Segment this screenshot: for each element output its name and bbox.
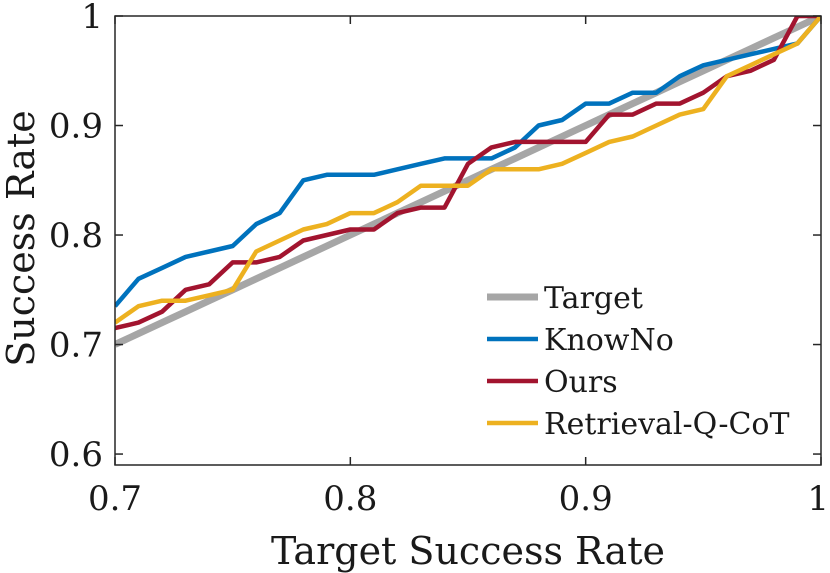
- series-line-retrieval-q-cot: [115, 16, 821, 325]
- series-line-ours: [115, 16, 821, 331]
- y-tick-label: 0.7: [49, 326, 103, 366]
- x-axis-label: Target Success Rate: [271, 529, 665, 573]
- series-line-knowno: [115, 16, 821, 308]
- legend-label-target: Target: [544, 281, 643, 316]
- plot-frame: [114, 15, 822, 466]
- series-layer: [115, 16, 821, 348]
- y-tick-label: 0.8: [49, 216, 103, 256]
- legend-label-knowno: KnowNo: [544, 323, 674, 358]
- x-tick-label: 0.7: [88, 479, 142, 519]
- legend-label-ours: Ours: [544, 365, 618, 400]
- x-tick-label: 0.9: [559, 479, 613, 519]
- axis-ticks: 0.7 0.8 0.9 10.60.70.80.91: [49, 0, 829, 519]
- legend: Target KnowNo Ours Retrieval-Q-CoT: [487, 281, 790, 442]
- x-tick-label: 0.8: [323, 479, 377, 519]
- y-tick-label: 1: [81, 0, 103, 37]
- x-tick-label: 1: [807, 479, 829, 519]
- y-tick-label: 0.6: [49, 435, 103, 475]
- y-tick-label: 0.9: [49, 107, 103, 147]
- series-line-target: [115, 16, 821, 348]
- y-axis-label: Success Rate: [0, 110, 43, 367]
- legend-label-retrieval-q-cot: Retrieval-Q-CoT: [544, 407, 790, 442]
